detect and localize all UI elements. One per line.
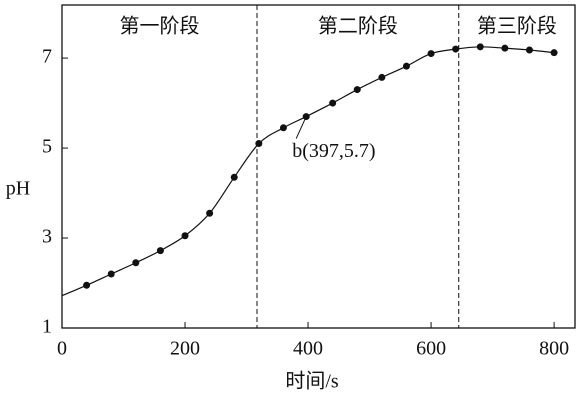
data-point — [353, 86, 361, 94]
data-point — [132, 259, 140, 267]
data-point — [452, 45, 460, 53]
data-point — [156, 247, 164, 255]
data-point — [83, 281, 91, 289]
plot-frame — [61, 4, 576, 329]
x-tick-label: 800 — [539, 338, 569, 360]
data-point — [427, 50, 435, 58]
data-point — [255, 140, 263, 148]
data-point — [206, 209, 214, 217]
data-point — [279, 124, 287, 132]
y-tick-label: 3 — [42, 226, 52, 248]
data-point — [378, 73, 386, 81]
data-point — [476, 43, 484, 51]
x-axis-label: 时间/s — [285, 370, 339, 393]
x-tick-label: 0 — [57, 338, 67, 360]
stage-label: 第二阶段 — [318, 15, 398, 38]
stage-label: 第三阶段 — [477, 15, 557, 38]
stage-label: 第一阶段 — [119, 15, 199, 38]
annotation: b(397,5.7) — [292, 140, 375, 162]
y-axis-label: pH — [6, 178, 30, 200]
x-tick-label: 600 — [416, 338, 446, 360]
x-tick-label: 400 — [293, 338, 323, 360]
x-tick-label: 200 — [170, 338, 200, 360]
data-point — [181, 232, 189, 240]
data-point — [550, 49, 558, 57]
data-point — [501, 44, 509, 52]
data-point — [230, 173, 238, 181]
data-point — [402, 62, 410, 70]
y-tick-label: 7 — [42, 46, 52, 68]
annotation-leader — [295, 116, 307, 139]
y-tick-label: 5 — [42, 136, 52, 158]
data-point — [329, 99, 337, 107]
curve — [61, 46, 555, 297]
y-tick-label: 1 — [42, 316, 52, 338]
data-point — [107, 270, 115, 278]
data-point — [525, 46, 533, 54]
